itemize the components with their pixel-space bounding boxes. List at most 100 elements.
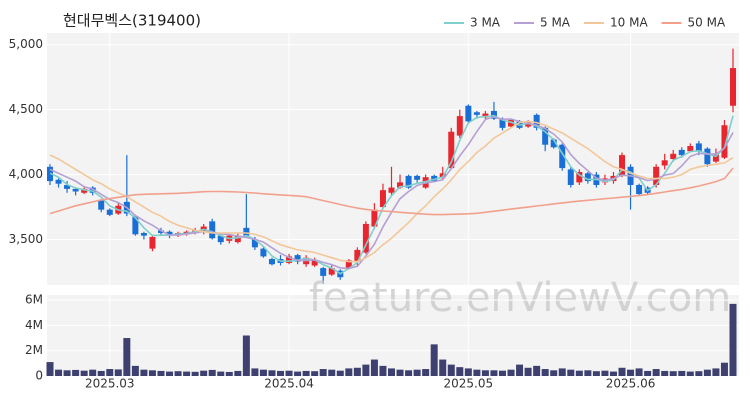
- chart-title: 현대무벡스(319400): [63, 12, 201, 30]
- candle-body: [465, 105, 472, 122]
- volume-bar: [430, 344, 438, 376]
- volume-bar: [592, 371, 600, 376]
- y-tick-label: 6M: [25, 293, 43, 307]
- candle-body: [405, 175, 412, 188]
- candle-body: [670, 153, 677, 159]
- volume-bar: [183, 371, 191, 376]
- volume-bar: [413, 369, 421, 376]
- y-tick-label: 2M: [25, 343, 43, 357]
- candle-body: [64, 184, 71, 189]
- volume-bar: [80, 370, 88, 376]
- volume-bar: [370, 359, 378, 376]
- volume-bar: [550, 370, 558, 376]
- candle-body: [482, 113, 489, 118]
- volume-bar: [703, 369, 711, 376]
- volume-bar: [166, 371, 174, 376]
- legend-label: 5 MA: [540, 16, 571, 30]
- volume-bar: [405, 370, 413, 376]
- y-tick-label: 3,500: [9, 232, 43, 246]
- volume-bar: [174, 371, 182, 376]
- volume-bar: [644, 370, 652, 376]
- volume-bar: [388, 368, 395, 376]
- volume-bar: [678, 370, 686, 376]
- volume-bar: [157, 370, 165, 376]
- candle-body: [149, 236, 156, 249]
- candle-body: [260, 248, 267, 257]
- volume-bar: [447, 364, 455, 376]
- candle-body: [81, 188, 88, 193]
- volume-bar: [97, 370, 105, 376]
- volume-bar: [456, 367, 464, 376]
- volume-bar: [234, 370, 242, 376]
- candle-body: [712, 153, 719, 162]
- volume-bar: [345, 368, 353, 376]
- volume-bar: [268, 370, 276, 376]
- volume-bar: [567, 369, 575, 376]
- volume-bar: [208, 369, 216, 376]
- volume-bar: [319, 369, 327, 376]
- y-tick-label: 4,000: [9, 167, 43, 181]
- x-tick-label: 2025.04: [264, 377, 314, 391]
- y-tick-label: 5,000: [9, 37, 43, 51]
- volume-bar: [422, 369, 430, 376]
- candle-body: [431, 175, 438, 182]
- candle-body: [653, 166, 660, 185]
- candle-body: [636, 184, 643, 195]
- candle-body: [132, 216, 139, 235]
- candle-body: [251, 239, 258, 248]
- volume-bar: [277, 370, 285, 376]
- volume-bar: [396, 369, 404, 376]
- candle-body: [106, 209, 113, 215]
- candle-body: [687, 146, 694, 152]
- candle-body: [388, 187, 395, 193]
- volume-bar: [541, 369, 549, 376]
- volume-bar: [259, 369, 267, 376]
- candle-body: [456, 116, 463, 136]
- volume-bar: [46, 362, 54, 376]
- x-tick-label: 2025.05: [444, 377, 494, 391]
- volume-bar: [558, 368, 566, 376]
- volume-bar: [294, 371, 302, 376]
- y-tick-label: 4,500: [9, 102, 43, 116]
- candle-body: [328, 268, 335, 275]
- volume-bar: [353, 367, 361, 376]
- volume-bar: [63, 370, 71, 376]
- candle-body: [379, 190, 386, 208]
- volume-bar: [601, 370, 609, 376]
- candle-body: [525, 122, 532, 127]
- candle-body: [320, 268, 327, 276]
- candle-body: [345, 260, 352, 269]
- candle-body: [508, 120, 515, 127]
- candle-body: [550, 139, 557, 148]
- volume-bar: [584, 370, 592, 376]
- candle-body: [448, 131, 455, 169]
- legend-label: 10 MA: [610, 16, 648, 30]
- candle-body: [217, 235, 224, 243]
- volume-bar: [618, 367, 626, 376]
- volume-bar: [661, 370, 669, 376]
- volume-bar: [242, 335, 250, 376]
- volume-bar: [533, 365, 541, 376]
- candle-body: [533, 114, 540, 128]
- candle-body: [542, 127, 549, 145]
- candle-body: [559, 144, 566, 169]
- candle-body: [695, 143, 702, 152]
- candle-body: [166, 231, 173, 236]
- candle-body: [268, 259, 275, 265]
- volume-bar: [225, 371, 233, 376]
- candle-body: [661, 160, 668, 166]
- candle-body: [730, 68, 736, 106]
- candle-body: [678, 149, 685, 156]
- volume-bar: [490, 370, 498, 376]
- candle-body: [286, 256, 293, 263]
- volume-bar: [311, 371, 319, 376]
- ma-line: [49, 114, 734, 275]
- candle-body: [371, 209, 378, 227]
- volume-bar: [652, 369, 660, 376]
- volume-bar: [464, 368, 472, 376]
- volume-bar: [729, 303, 737, 376]
- volume-bar: [123, 338, 131, 376]
- candle-body: [98, 200, 105, 210]
- candle-body: [721, 125, 728, 158]
- volume-bar: [131, 365, 139, 376]
